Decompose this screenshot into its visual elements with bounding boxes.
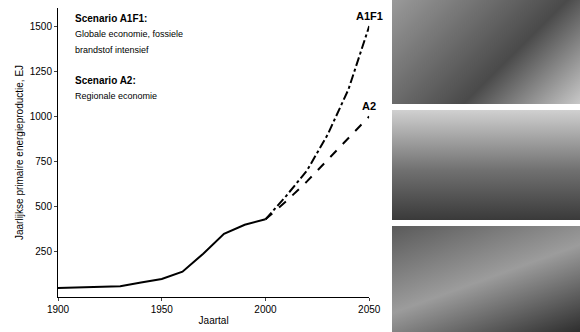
svg-text:1500: 1500 (30, 21, 53, 32)
svg-text:Regionale economie: Regionale economie (75, 91, 157, 101)
svg-text:Jaarlijkse primaire energiepro: Jaarlijkse primaire energieproductie, EJ (14, 65, 25, 240)
svg-text:1950: 1950 (151, 304, 174, 315)
svg-text:A2: A2 (362, 100, 376, 112)
svg-text:A1F1: A1F1 (356, 10, 383, 22)
svg-text:1250: 1250 (30, 66, 53, 77)
svg-text:Jaartal: Jaartal (199, 315, 229, 326)
svg-text:Globale economie, fossiele: Globale economie, fossiele (75, 29, 183, 39)
svg-text:1900: 1900 (47, 304, 70, 315)
svg-text:brandstof intensief: brandstof intensief (75, 45, 149, 55)
svg-text:2050: 2050 (358, 304, 381, 315)
svg-text:Scenario A1F1:: Scenario A1F1: (75, 13, 147, 24)
svg-text:500: 500 (35, 201, 52, 212)
svg-text:2000: 2000 (254, 304, 277, 315)
svg-text:250: 250 (35, 246, 52, 257)
svg-text:750: 750 (35, 156, 52, 167)
svg-text:1000: 1000 (30, 111, 53, 122)
svg-text:Scenario A2:: Scenario A2: (75, 75, 136, 86)
